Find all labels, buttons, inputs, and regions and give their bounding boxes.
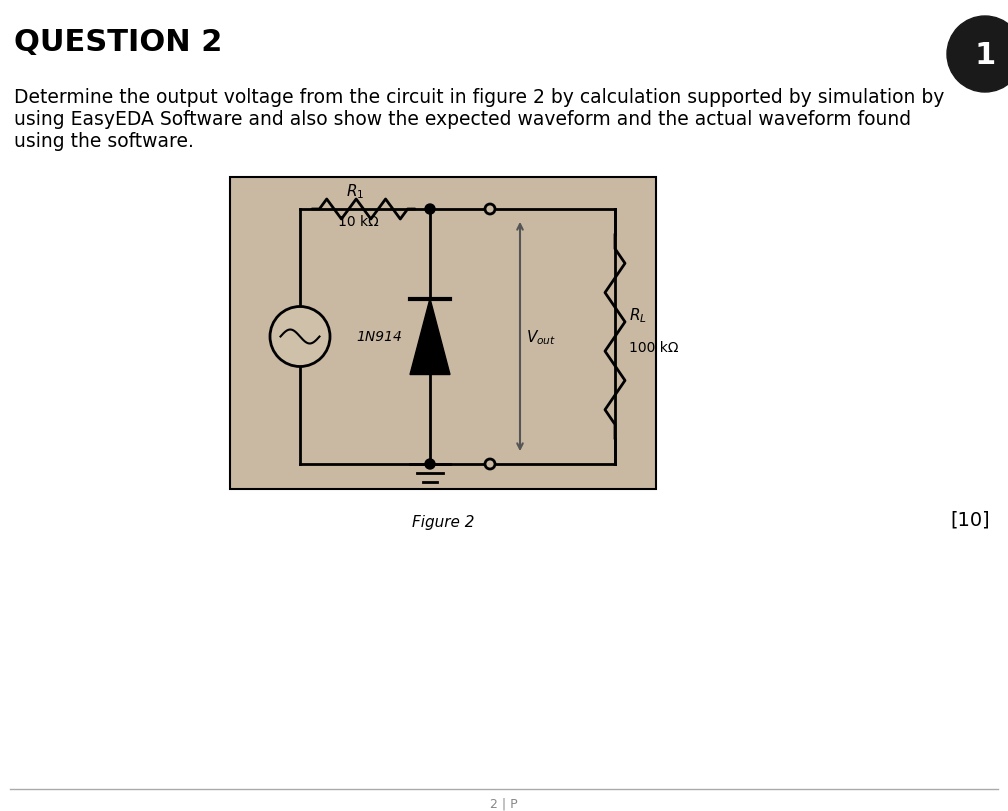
Circle shape xyxy=(947,17,1008,93)
Text: 100 kΩ: 100 kΩ xyxy=(629,341,678,355)
Bar xyxy=(230,178,656,489)
Circle shape xyxy=(425,460,435,470)
Text: using EasyEDA Software and also show the expected waveform and the actual wavefo: using EasyEDA Software and also show the… xyxy=(14,109,911,129)
Text: $V_{out}$: $V_{out}$ xyxy=(526,328,556,346)
Text: 1: 1 xyxy=(975,41,996,70)
Circle shape xyxy=(270,307,330,367)
Text: Figure 2: Figure 2 xyxy=(411,514,474,530)
Text: using the software.: using the software. xyxy=(14,132,194,151)
Text: 1N914: 1N914 xyxy=(356,330,402,344)
Text: 10 kΩ: 10 kΩ xyxy=(338,215,379,229)
Text: $R_1$: $R_1$ xyxy=(347,182,365,200)
Circle shape xyxy=(425,204,435,215)
Polygon shape xyxy=(410,299,450,375)
Circle shape xyxy=(485,204,495,215)
Circle shape xyxy=(485,460,495,470)
Text: Determine the output voltage from the circuit in figure 2 by calculation support: Determine the output voltage from the ci… xyxy=(14,88,944,107)
Text: $R_L$: $R_L$ xyxy=(629,307,647,325)
Text: [10]: [10] xyxy=(951,509,990,528)
Text: QUESTION 2: QUESTION 2 xyxy=(14,28,223,57)
Text: 2 | P: 2 | P xyxy=(490,796,518,809)
